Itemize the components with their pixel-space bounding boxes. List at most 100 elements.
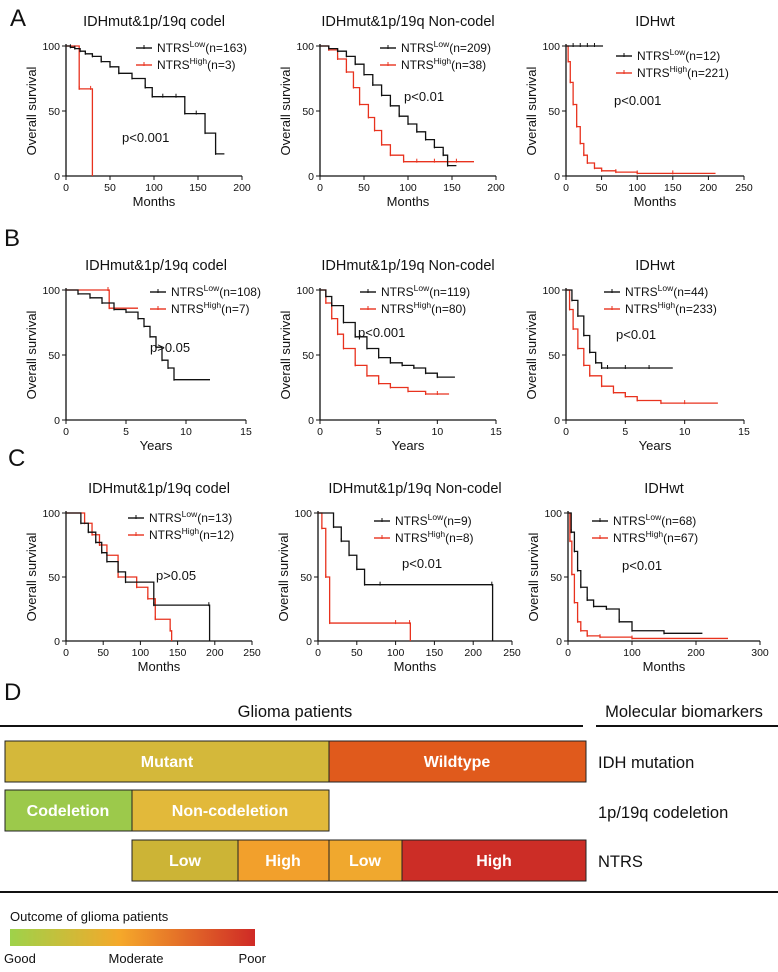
chart-title: IDHmut&1p/19q codel <box>85 258 227 274</box>
block-codeletion-label: Codeletion <box>27 803 110 820</box>
x-axis-label: Months <box>394 659 437 674</box>
legend-label-ntrs-high: NTRSHigh(n=38) <box>401 56 486 72</box>
chart-c1: IDHmut&1p/19q codel 0 50 100 150 200 250 0 50 100… <box>24 481 261 674</box>
survival-curve-ntrs-low <box>66 289 210 381</box>
x-axis-label: Months <box>634 194 677 209</box>
legend-label-ntrs-low: NTRSLow(n=163) <box>157 39 247 55</box>
y-tick-label: 0 <box>556 636 562 648</box>
x-tick-label: 15 <box>240 426 252 438</box>
molecular-biomarkers-heading: Molecular biomarkers <box>605 703 763 721</box>
x-tick-label: 300 <box>751 647 769 659</box>
y-axis-label: Overall survival <box>524 310 539 399</box>
x-tick-label: 0 <box>63 182 69 194</box>
survival-curve-ntrs-low <box>66 512 211 641</box>
chart-title: IDHwt <box>635 258 674 274</box>
block-non-codeletion-label: Non-codeletion <box>172 803 288 820</box>
y-axis-label: Overall survival <box>276 532 291 621</box>
x-tick-label: 0 <box>315 647 321 659</box>
panel-label-a: A <box>10 5 26 32</box>
y-tick-label: 50 <box>48 350 60 362</box>
y-tick-label: 50 <box>548 106 560 118</box>
survival-curve-ntrs-high <box>566 289 718 404</box>
chart-c2: IDHmut&1p/19q Non-codel 0 50 100 150 200 250 0 5… <box>276 481 521 674</box>
legend-label-ntrs-low: NTRSLow(n=9) <box>395 512 472 528</box>
block-ntrs-low-2-label: Low <box>349 853 382 870</box>
x-tick-label: 10 <box>679 426 691 438</box>
y-tick-label: 100 <box>296 285 314 297</box>
x-axis-label: Months <box>643 659 686 674</box>
p-value: p<0.01 <box>622 558 662 573</box>
x-tick-label: 100 <box>628 182 646 194</box>
p-value: p<0.001 <box>122 130 169 145</box>
block-ntrs-high-2-label: High <box>476 853 512 870</box>
x-tick-label: 10 <box>431 426 443 438</box>
x-tick-label: 50 <box>596 182 608 194</box>
x-tick-label: 150 <box>664 182 682 194</box>
x-tick-label: 200 <box>700 182 718 194</box>
row-label-idh-mutation: IDH mutation <box>598 754 694 772</box>
x-tick-label: 100 <box>623 647 641 659</box>
row-label-ntrs: NTRS <box>598 853 643 871</box>
block-idh-wildtype <box>328 740 587 783</box>
x-tick-label: 0 <box>63 647 69 659</box>
y-tick-label: 50 <box>48 572 60 584</box>
y-axis-label: Overall survival <box>278 66 293 155</box>
x-tick-label: 100 <box>145 182 163 194</box>
p-value: p<0.01 <box>404 89 444 104</box>
chart-title: IDHwt <box>635 14 674 30</box>
legend-label-ntrs-low: NTRSLow(n=108) <box>171 283 261 299</box>
x-tick-label: 50 <box>104 182 116 194</box>
x-axis-label: Months <box>387 194 430 209</box>
y-tick-label: 0 <box>308 415 314 427</box>
chart-b3: IDHwt 0 5 10 15 0 50 100 Years Overall survival NT… <box>524 258 750 453</box>
x-tick-label: 100 <box>132 647 150 659</box>
legend-label-ntrs-high: NTRSHigh(n=221) <box>637 64 729 80</box>
survival-curve-ntrs-low <box>318 512 494 641</box>
block-ntrs-low-2 <box>328 839 403 882</box>
panel-label-c: C <box>8 445 25 472</box>
x-tick-label: 150 <box>426 647 444 659</box>
x-tick-label: 200 <box>464 647 482 659</box>
x-axis-label: Months <box>138 659 181 674</box>
y-axis-label: Overall survival <box>524 66 539 155</box>
chart-title: IDHmut&1p/19q codel <box>88 481 230 497</box>
x-tick-label: 50 <box>358 182 370 194</box>
y-tick-label: 100 <box>294 508 312 520</box>
y-tick-label: 100 <box>42 285 60 297</box>
x-tick-label: 200 <box>687 647 705 659</box>
x-tick-label: 5 <box>376 426 382 438</box>
y-tick-label: 100 <box>42 41 60 53</box>
legend-label-ntrs-high: NTRSHigh(n=3) <box>157 56 236 72</box>
chart-b1: IDHmut&1p/19q codel 0 5 10 15 0 50 100 Years Over… <box>24 258 261 453</box>
p-value: p>0.05 <box>150 340 190 355</box>
chart-title: IDHmut&1p/19q Non-codel <box>321 258 494 274</box>
legend-label-ntrs-low: NTRSLow(n=12) <box>637 47 720 63</box>
y-tick-label: 100 <box>296 41 314 53</box>
y-tick-label: 50 <box>548 350 560 362</box>
y-tick-label: 50 <box>300 572 312 584</box>
legend-label-ntrs-high: NTRSHigh(n=67) <box>613 529 698 545</box>
x-tick-label: 200 <box>233 182 251 194</box>
y-tick-label: 100 <box>542 285 560 297</box>
x-tick-label: 15 <box>738 426 750 438</box>
p-value: p<0.001 <box>614 93 661 108</box>
p-value: p<0.01 <box>616 327 656 342</box>
block-ntrs-low-1-label: Low <box>169 853 202 870</box>
x-tick-label: 0 <box>563 182 569 194</box>
legend-label-ntrs-low: NTRSLow(n=68) <box>613 512 696 528</box>
y-tick-label: 0 <box>308 171 314 183</box>
survival-curve-ntrs-high <box>568 512 728 640</box>
x-tick-label: 200 <box>487 182 505 194</box>
x-tick-label: 50 <box>351 647 363 659</box>
chart-title: IDHmut&1p/19q codel <box>83 14 225 30</box>
legend-label-ntrs-high: NTRSHigh(n=233) <box>625 300 717 316</box>
y-axis-label: Overall survival <box>278 310 293 399</box>
survival-curve-ntrs-high <box>66 289 138 309</box>
y-tick-label: 0 <box>306 636 312 648</box>
y-tick-label: 50 <box>550 572 562 584</box>
y-tick-label: 0 <box>54 415 60 427</box>
x-axis-label: Years <box>140 438 173 453</box>
legend-label-ntrs-low: NTRSLow(n=44) <box>625 283 708 299</box>
